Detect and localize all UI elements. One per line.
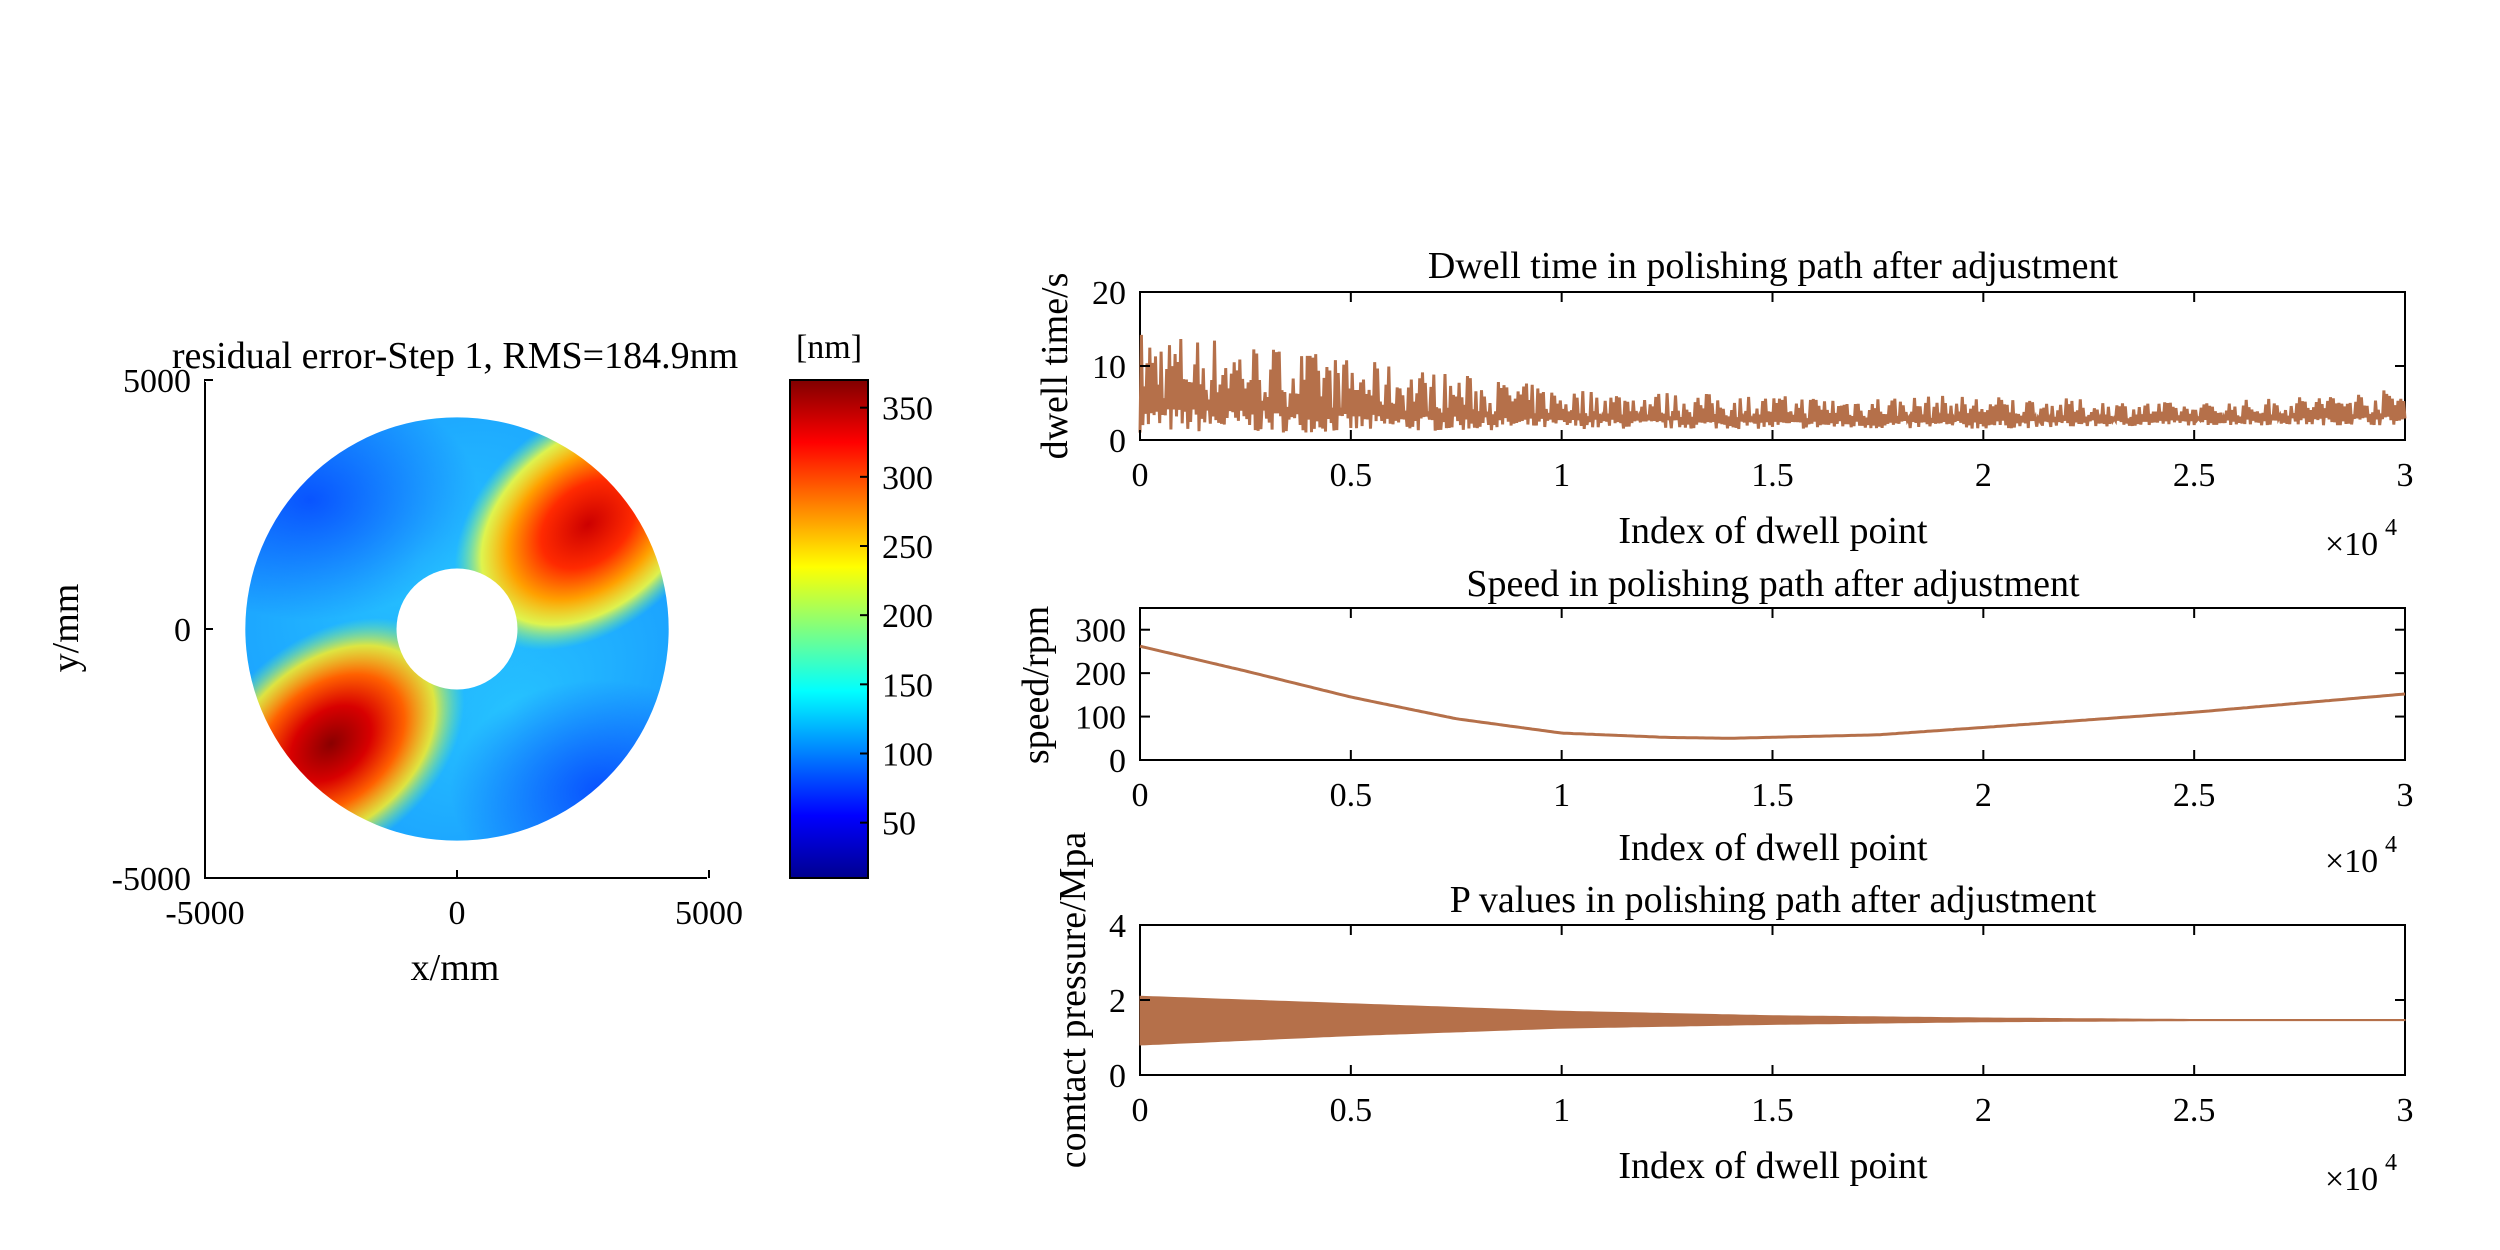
speed-ylabel: speed/rpm [1015,606,1057,764]
p2-x-tick-label: 1.5 [1751,457,1794,494]
heatmap-axes-top-mask [205,378,711,382]
pressure-ylabel: comtact pressure/Mpa [1052,832,1094,1169]
pressure-x-multiplier: ×10 4 [2325,1150,2397,1198]
p2-y-tick-label: 0 [1109,423,1126,460]
svg-text:4: 4 [2385,832,2397,858]
heatmap-axes-right-mask [707,378,711,880]
p3-x-tick-label: 3 [2397,777,2414,814]
speed-series-line [1139,644,2406,740]
colorbar [789,379,869,879]
p3-y-tick-label: 100 [1075,700,1126,737]
pressure-title: P values in polishing path after adjustm… [1450,879,2097,921]
heatmap-hot-spot-lower-left [197,617,465,870]
speed-x-multiplier: ×10 4 [2325,832,2397,880]
dwell-time-title: Dwell time in polishing path after adjus… [1428,245,2119,287]
dwell-time-series-line [1138,334,2407,433]
dwell-time-ylabel: dwell time/s [1034,273,1076,460]
p2-y-tick-label: 10 [1092,349,1126,386]
heatmap-y-tick-label: 5000 [123,363,191,400]
pressure-panel: P values in polishing path after adjustm… [1052,832,2414,1198]
pressure-xlabel: Index of dwell point [1618,1145,1928,1187]
heatmap-ylabel: y/mm [45,584,87,673]
heatmap-xlabel: x/mm [411,947,500,989]
pressure-axes-box [1139,924,2406,1076]
speed-x-ticks: 0 0.5 1 1.5 2 2.5 3 [1132,608,2414,814]
dwell-time-panel: Dwell time in polishing path after adjus… [1034,245,2414,563]
p4-x-tick-label: 3 [2397,1092,2414,1129]
colorbar-tick-label: 200 [882,598,933,635]
heatmap-x-tick-label: -5000 [165,895,244,932]
p3-x-tick-label: 0.5 [1330,777,1373,814]
p4-x-tick-label: 2 [1975,1092,1992,1129]
colorbar-tick-label: 50 [882,806,916,843]
p4-y-tick-label: 0 [1109,1058,1126,1095]
p4-x-tick-label: 1.5 [1751,1092,1794,1129]
p4-x-tick-label: 0.5 [1330,1092,1373,1129]
svg-text:×10: ×10 [2325,526,2378,563]
colorbar-tick-label: 350 [882,391,933,428]
speed-xlabel: Index of dwell point [1618,827,1928,869]
heatmap-x-ticks: -5000 0 5000 [165,870,743,932]
colorbar-tick-label: 300 [882,460,933,497]
speed-title: Speed in polishing path after adjustment [1466,563,2080,605]
heatmap-y-ticks: -5000 0 5000 [112,363,213,898]
heatmap-y-tick-label: 0 [174,612,191,649]
pressure-series-band [1139,995,2406,1046]
p4-x-tick-label: 2.5 [2173,1092,2216,1129]
p2-x-tick-label: 1 [1553,457,1570,494]
heatmap-panel: residual error-Step 1, RMS=184.9nm -5000… [45,329,933,989]
p3-x-tick-label: 1 [1553,777,1570,814]
heatmap-x-tick-label: 0 [449,895,466,932]
p3-x-tick-label: 2.5 [2173,777,2216,814]
colorbar-ticks: 50 100 150 200 250 300 350 [860,391,933,843]
heatmap-blue-region-bottom [450,680,750,900]
p3-x-tick-label: 0 [1132,777,1149,814]
heatmap-x-tick-label: 5000 [675,895,743,932]
dwell-time-x-multiplier: ×10 4 [2325,515,2397,563]
p4-x-tick-label: 1 [1553,1092,1570,1129]
p3-y-tick-label: 200 [1075,656,1126,693]
p2-x-tick-label: 3 [2397,457,2414,494]
svg-text:4: 4 [2385,1150,2397,1176]
p2-x-tick-label: 2 [1975,457,1992,494]
svg-text:×10: ×10 [2325,1161,2378,1198]
colorbar-tick-label: 250 [882,529,933,566]
dwell-time-y-ticks: 0 10 20 [1092,275,2405,460]
colorbar-tick-label: 100 [882,737,933,774]
heatmap-y-tick-label: -5000 [112,861,191,898]
p3-x-tick-label: 1.5 [1751,777,1794,814]
p2-y-tick-label: 20 [1092,275,1126,312]
p4-y-tick-label: 4 [1109,908,1126,945]
speed-y-ticks: 0 100 200 300 [1075,613,2405,780]
dwell-time-x-ticks: 0 0.5 1 1.5 2 2.5 3 [1132,292,2414,494]
heatmap-annulus [140,352,750,900]
svg-text:4: 4 [2385,515,2397,541]
p2-x-tick-label: 2.5 [2173,457,2216,494]
colorbar-label: [nm] [796,329,862,366]
p2-x-tick-label: 0.5 [1330,457,1373,494]
p2-x-tick-label: 0 [1132,457,1149,494]
p3-y-tick-label: 0 [1109,743,1126,780]
svg-text:×10: ×10 [2325,843,2378,880]
p4-x-tick-label: 0 [1132,1092,1149,1129]
p3-y-tick-label: 300 [1075,613,1126,650]
heatmap-hot-spot-upper-right [454,398,722,650]
p4-y-tick-label: 2 [1109,983,1126,1020]
pressure-y-ticks: 0 2 4 [1109,908,2405,1095]
pressure-x-ticks: 0 0.5 1 1.5 2 2.5 3 [1132,925,2414,1129]
speed-panel: Speed in polishing path after adjustment… [1015,563,2414,880]
p3-x-tick-label: 2 [1975,777,1992,814]
colorbar-tick-label: 150 [882,667,933,704]
dwell-time-xlabel: Index of dwell point [1618,510,1928,552]
heatmap-blue-region-top [140,380,480,620]
